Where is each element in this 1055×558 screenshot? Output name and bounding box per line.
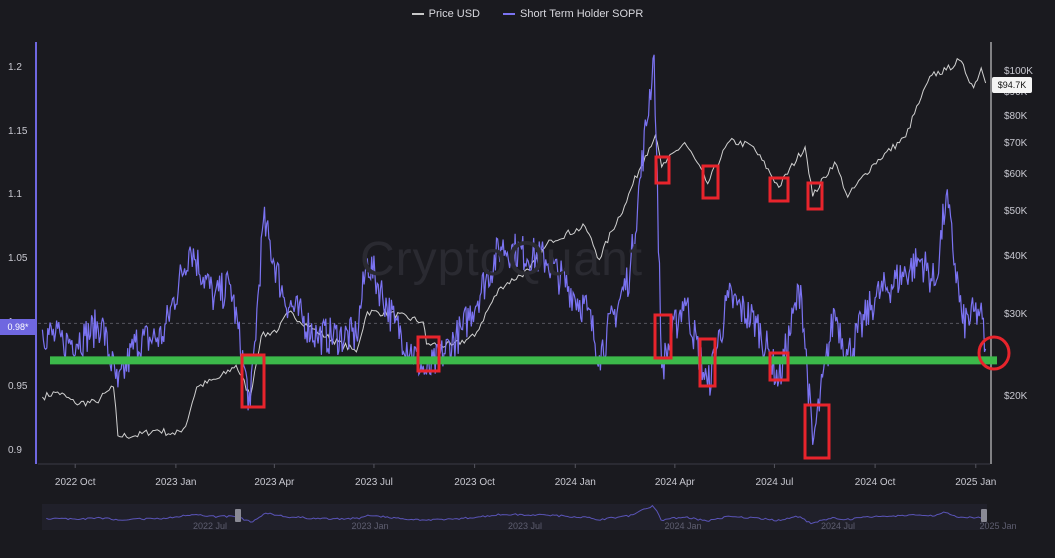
highlight-boxes bbox=[240, 155, 831, 460]
navigator-label: 2025 Jan bbox=[979, 521, 1017, 531]
left-tick-label: 1.15 bbox=[8, 125, 28, 137]
x-tick-label: 2022 Oct bbox=[54, 477, 96, 488]
navigator-background bbox=[42, 504, 987, 530]
x-tick-label: 2025 Jan bbox=[955, 477, 997, 488]
x-tick-label: 2023 Jul bbox=[355, 477, 393, 488]
left-tick-label: 1.1 bbox=[8, 189, 22, 201]
highlight-box bbox=[240, 353, 266, 409]
highlight-circle bbox=[977, 335, 1011, 371]
navigator-label: 2024 Jan bbox=[664, 521, 702, 531]
x-tick-label: 2023 Oct bbox=[454, 477, 495, 488]
highlight-box bbox=[806, 181, 824, 211]
right-tick-label: $60K bbox=[1004, 169, 1028, 181]
right-tick-label: $80K bbox=[1004, 111, 1028, 123]
navigator-label: 2022 Jul bbox=[192, 521, 228, 531]
right-tick-label: $20K bbox=[1004, 391, 1028, 402]
current-sopr-badge: 0.98* bbox=[0, 319, 36, 335]
x-tick-label: 2024 Apr bbox=[654, 477, 695, 488]
left-tick-label: 1.2 bbox=[8, 61, 22, 73]
right-tick-label: $100K bbox=[1004, 66, 1033, 77]
legend-item-sopr[interactable]: Short Term Holder SOPR bbox=[503, 8, 643, 20]
navigator bbox=[42, 504, 987, 530]
watermark: CryptoQuant bbox=[360, 233, 644, 286]
navigator-handle-right[interactable] bbox=[981, 509, 987, 522]
x-tick-label: 2024 Jan bbox=[554, 477, 596, 488]
navigator-label: 2023 Jan bbox=[351, 521, 389, 531]
navigator-handle-left[interactable] bbox=[235, 509, 241, 522]
right-tick-label: $30K bbox=[1004, 309, 1028, 321]
highlight-box bbox=[653, 313, 673, 360]
legend-swatch-price bbox=[411, 13, 424, 16]
highlight-box bbox=[654, 155, 671, 185]
right-tick-label: $70K bbox=[1004, 138, 1028, 150]
legend-label-price: Price USD bbox=[428, 8, 480, 20]
navigator-label: 2023 Jul bbox=[507, 521, 543, 531]
legend-swatch-sopr bbox=[503, 13, 516, 16]
x-tick-label: 2024 Oct bbox=[854, 477, 896, 488]
legend-item-price[interactable]: Price USD bbox=[411, 8, 480, 20]
highlight-box bbox=[416, 335, 441, 373]
grid bbox=[38, 322, 990, 468]
legend-label-sopr: Short Term Holder SOPR bbox=[520, 8, 644, 20]
navigator-line bbox=[46, 504, 983, 525]
x-tick-label: 2023 Jan bbox=[155, 477, 197, 488]
navigator-label: 2024 Jul bbox=[820, 521, 856, 531]
highlight-box bbox=[701, 164, 720, 200]
x-tick-label: 2023 Apr bbox=[254, 477, 295, 488]
highlight-box bbox=[698, 337, 717, 388]
left-tick-label: 0.9 bbox=[8, 445, 22, 457]
left-tick-label: 0.95 bbox=[8, 381, 28, 393]
highlight-box bbox=[768, 351, 790, 382]
current-price-badge: $94.7K bbox=[992, 77, 1032, 93]
right-tick-label: $40K bbox=[1004, 251, 1028, 263]
left-tick-label: 1.05 bbox=[8, 253, 28, 265]
highlight-box bbox=[768, 176, 790, 203]
highlight-box bbox=[803, 403, 831, 460]
x-tick-label: 2024 Jul bbox=[755, 477, 794, 488]
price-line bbox=[42, 57, 987, 439]
right-tick-label: $50K bbox=[1004, 205, 1028, 217]
legend: Price USD Short Term Holder SOPR bbox=[0, 8, 1055, 20]
